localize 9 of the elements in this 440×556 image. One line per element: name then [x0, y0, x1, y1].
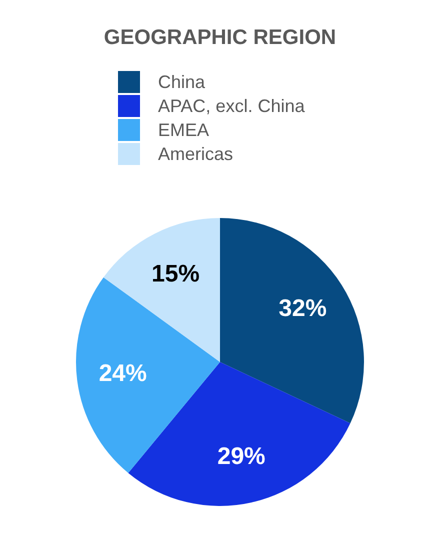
legend-label: APAC, excl. China — [158, 96, 305, 116]
legend-label: China — [158, 72, 206, 92]
data-label: 15% — [152, 260, 200, 288]
legend-label: Americas — [158, 144, 234, 164]
data-label: 32% — [278, 295, 327, 322]
chart-title: GEOGRAPHIC REGION — [102, 26, 338, 50]
data-label: 24% — [98, 360, 147, 387]
data-label: 29% — [217, 443, 266, 470]
legend-label: EMEA — [158, 120, 210, 140]
